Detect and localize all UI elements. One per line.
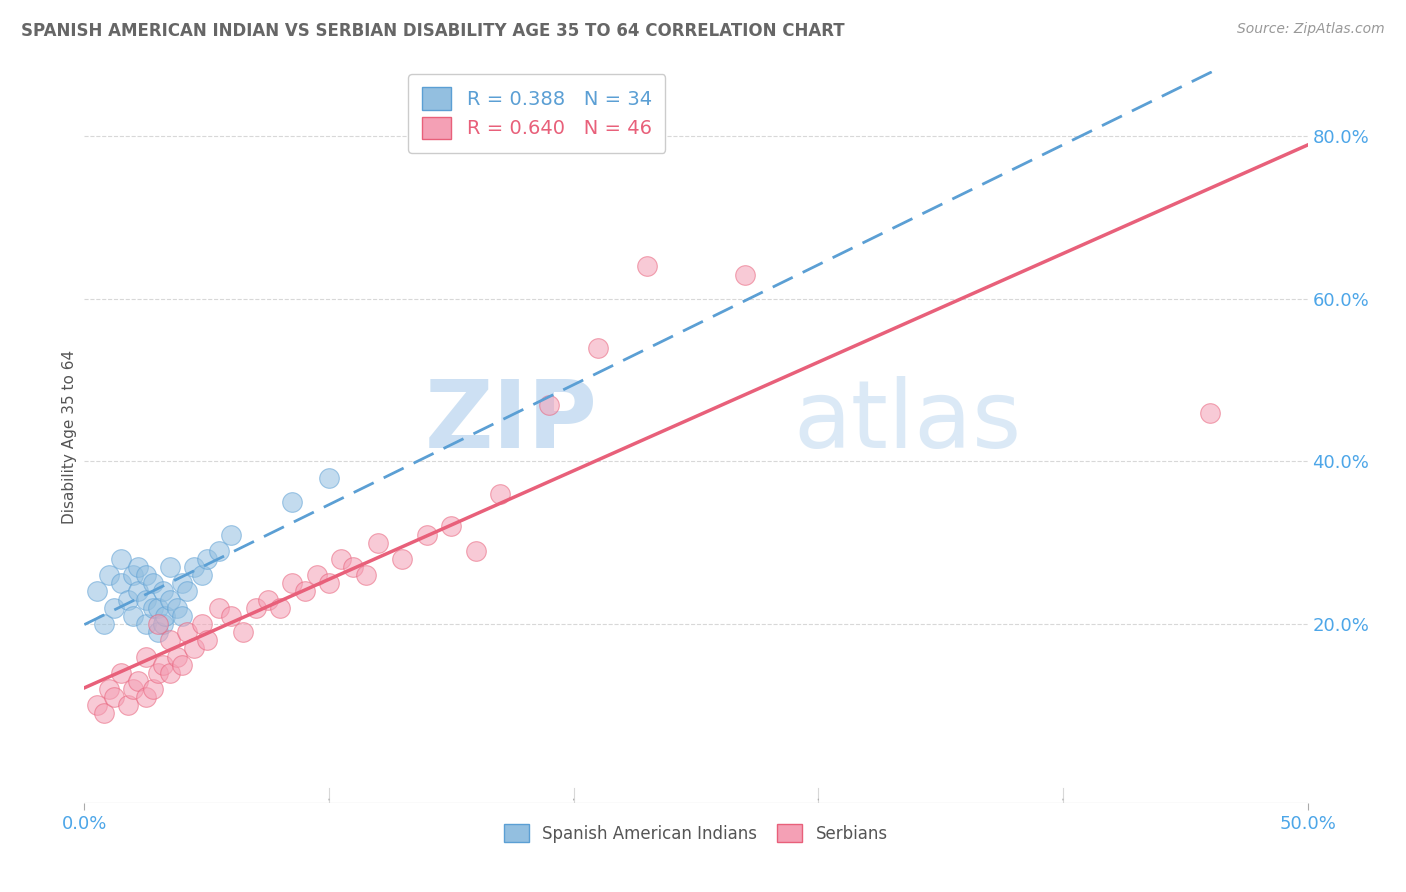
Point: [440, 519, 463, 533]
Point: [232, 625, 254, 640]
Point: [195, 552, 218, 566]
Point: [152, 617, 174, 632]
Point: [318, 576, 340, 591]
Point: [146, 625, 169, 640]
Point: [146, 665, 169, 680]
Point: [122, 681, 145, 696]
Text: Source: ZipAtlas.com: Source: ZipAtlas.com: [1237, 22, 1385, 37]
Legend: Spanish American Indians, Serbians: Spanish American Indians, Serbians: [498, 817, 894, 849]
Point: [416, 527, 439, 541]
Point: [97, 568, 120, 582]
Point: [152, 657, 174, 672]
Point: [103, 600, 125, 615]
Point: [135, 690, 157, 705]
Point: [176, 625, 198, 640]
Point: [219, 527, 242, 541]
Point: [110, 552, 132, 566]
Point: [734, 268, 756, 282]
Point: [117, 698, 139, 713]
Point: [103, 690, 125, 705]
Point: [127, 560, 149, 574]
Point: [183, 641, 205, 656]
Point: [93, 617, 115, 632]
Point: [127, 584, 149, 599]
Point: [86, 584, 108, 599]
Point: [110, 576, 132, 591]
Point: [159, 592, 181, 607]
Point: [294, 584, 316, 599]
Point: [135, 592, 157, 607]
Point: [195, 633, 218, 648]
Point: [97, 681, 120, 696]
Point: [159, 665, 181, 680]
Y-axis label: Disability Age 35 to 64: Disability Age 35 to 64: [62, 350, 77, 524]
Point: [159, 560, 181, 574]
Point: [135, 568, 157, 582]
Point: [354, 568, 377, 582]
Point: [152, 584, 174, 599]
Point: [281, 576, 304, 591]
Point: [135, 617, 157, 632]
Point: [464, 544, 486, 558]
Text: atlas: atlas: [794, 376, 1022, 468]
Point: [146, 600, 169, 615]
Text: SPANISH AMERICAN INDIAN VS SERBIAN DISABILITY AGE 35 TO 64 CORRELATION CHART: SPANISH AMERICAN INDIAN VS SERBIAN DISAB…: [21, 22, 845, 40]
Point: [166, 600, 188, 615]
Point: [110, 665, 132, 680]
Point: [269, 600, 291, 615]
Point: [391, 552, 413, 566]
Point: [117, 592, 139, 607]
Text: ZIP: ZIP: [425, 376, 598, 468]
Point: [342, 560, 364, 574]
Point: [191, 568, 214, 582]
Point: [318, 471, 340, 485]
Point: [135, 649, 157, 664]
Point: [219, 608, 242, 623]
Point: [122, 608, 145, 623]
Point: [257, 592, 280, 607]
Point: [142, 600, 165, 615]
Point: [93, 706, 115, 721]
Point: [172, 608, 194, 623]
Point: [305, 568, 328, 582]
Point: [172, 576, 194, 591]
Point: [191, 617, 214, 632]
Point: [146, 617, 169, 632]
Point: [153, 608, 176, 623]
Point: [208, 600, 231, 615]
Point: [636, 260, 658, 274]
Point: [159, 633, 181, 648]
Point: [176, 584, 198, 599]
Point: [142, 681, 165, 696]
Point: [281, 495, 304, 509]
Point: [166, 649, 188, 664]
Point: [367, 535, 389, 549]
Point: [245, 600, 267, 615]
Point: [183, 560, 205, 574]
Point: [127, 673, 149, 688]
Point: [172, 657, 194, 672]
Point: [142, 576, 165, 591]
Point: [122, 568, 145, 582]
Point: [330, 552, 353, 566]
Point: [86, 698, 108, 713]
Point: [1198, 406, 1220, 420]
Point: [489, 487, 512, 501]
Point: [538, 398, 561, 412]
Point: [208, 544, 231, 558]
Point: [586, 341, 609, 355]
